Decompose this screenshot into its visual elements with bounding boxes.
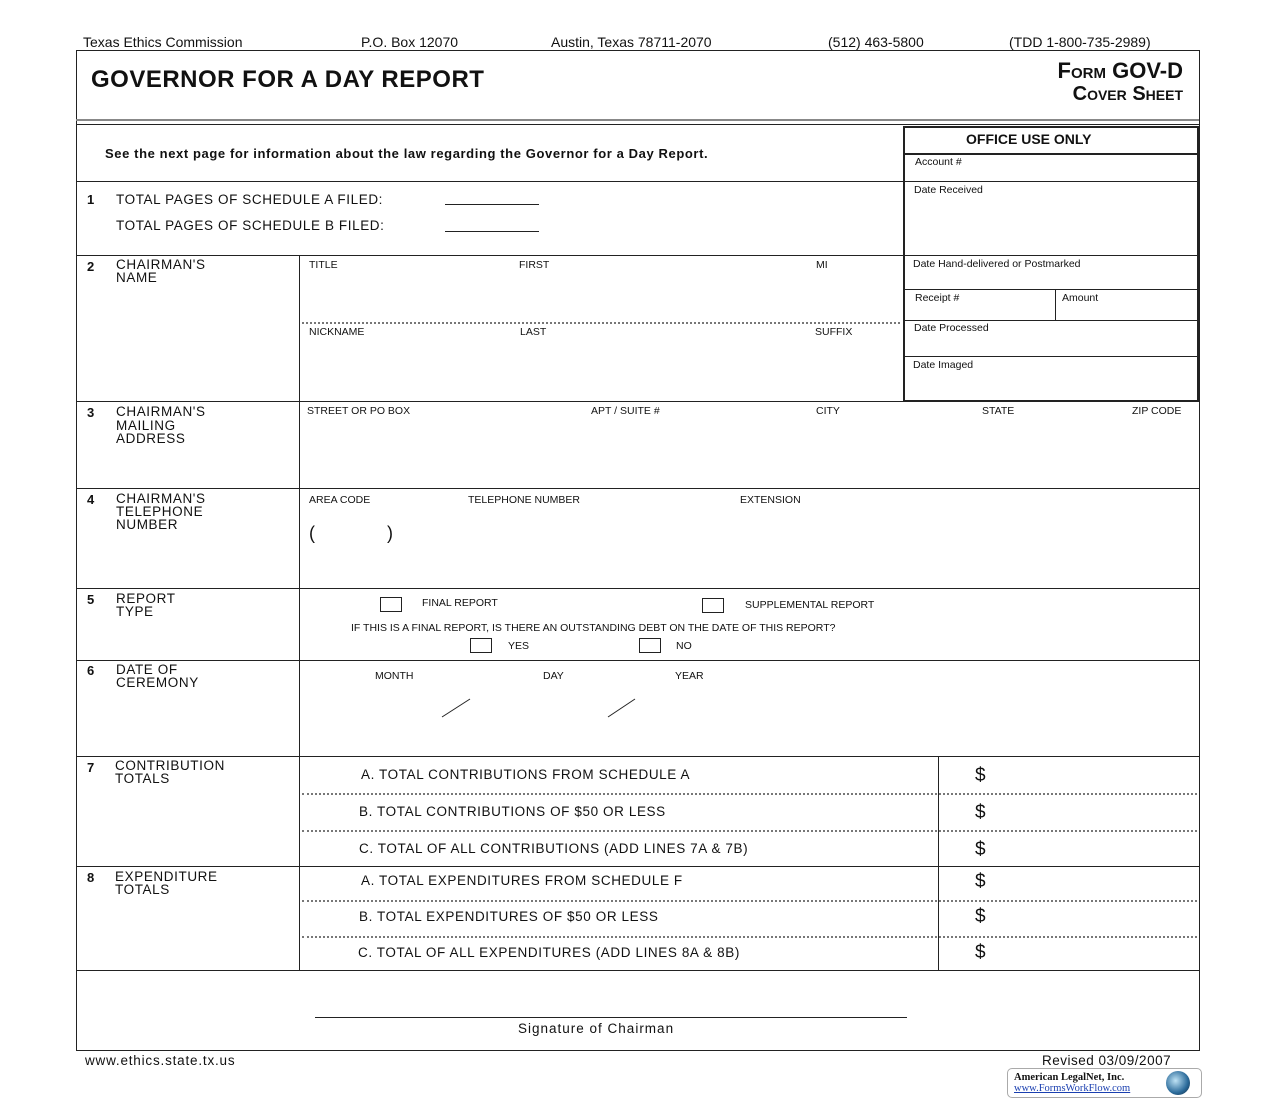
telephone-number-label: TELEPHONE NUMBER (468, 494, 581, 506)
amount-label: Amount (1062, 292, 1099, 304)
month-label: MONTH (375, 670, 414, 682)
page-title: GOVERNOR FOR A DAY REPORT (91, 66, 485, 93)
intro-text: See the next page for information about … (105, 146, 709, 161)
org-name: Texas Ethics Commission (83, 34, 243, 50)
telephone-label: CHAIRMAN'S TELEPHONE NUMBER (116, 491, 206, 532)
signature-line[interactable] (315, 1017, 907, 1018)
first-label: FIRST (519, 259, 550, 271)
form-frame (76, 50, 1200, 1051)
city-label: CITY (816, 405, 840, 417)
suffix-label: SUFFIX (815, 326, 853, 338)
account-label: Account # (915, 156, 962, 168)
city: Austin, Texas 78711-2070 (551, 34, 712, 50)
last-label: LAST (520, 326, 547, 338)
section-4-number: 4 (87, 492, 95, 507)
mailing-address-label: CHAIRMAN'S MAILING ADDRESS (116, 404, 206, 446)
supplemental-report-label: SUPPLEMENTAL REPORT (745, 599, 875, 611)
zip-label: ZIP CODE (1132, 405, 1182, 417)
yes-label: YES (508, 640, 530, 652)
section-7-number: 7 (87, 760, 95, 775)
legalnet-logo: American LegalNet, Inc. www.FormsWorkFlo… (1007, 1068, 1202, 1098)
debt-question: IF THIS IS A FINAL REPORT, IS THERE AN O… (351, 622, 836, 634)
section-8-number: 8 (87, 870, 95, 885)
chairman-name-label: CHAIRMAN'S NAME (116, 257, 206, 285)
schedule-a-pages-field[interactable] (445, 204, 539, 205)
section-5-number: 5 (87, 592, 95, 607)
final-report-checkbox[interactable] (380, 597, 402, 612)
year-label: YEAR (675, 670, 704, 682)
phone: (512) 463-5800 (828, 34, 924, 50)
day-label: DAY (543, 670, 564, 682)
expend-c-dollar: $ (975, 942, 986, 963)
date-processed-label: Date Processed (914, 322, 989, 334)
title-label: TITLE (309, 259, 338, 271)
contrib-a-label: A. TOTAL CONTRIBUTIONS FROM SCHEDULE A (361, 767, 691, 782)
contrib-c-dollar: $ (975, 839, 986, 860)
no-checkbox[interactable] (639, 638, 661, 653)
globe-icon (1166, 1071, 1190, 1095)
logo-name: American LegalNet, Inc. (1014, 1072, 1125, 1083)
date-slashes (441, 698, 636, 718)
expend-c-label: C. TOTAL OF ALL EXPENDITURES (ADD LINES … (358, 945, 740, 960)
form-id: Form GOV-D (1057, 58, 1183, 83)
paren-close: ) (387, 523, 393, 543)
state-label: STATE (982, 405, 1015, 417)
nickname-label: NICKNAME (309, 326, 365, 338)
date-imaged-label: Date Imaged (913, 359, 974, 371)
no-label: NO (676, 640, 692, 652)
date-of-ceremony-label: DATE OF CEREMONY (116, 662, 199, 690)
receipt-label: Receipt # (915, 292, 960, 304)
section-1-number: 1 (87, 192, 95, 207)
contrib-c-label: C. TOTAL OF ALL CONTRIBUTIONS (ADD LINES… (359, 841, 749, 856)
form-subtitle: Cover Sheet (1072, 83, 1183, 105)
extension-label: EXTENSION (740, 494, 801, 506)
area-code-label: AREA CODE (309, 494, 371, 506)
supplemental-report-checkbox[interactable] (702, 598, 724, 613)
contrib-b-label: B. TOTAL CONTRIBUTIONS OF $50 OR LESS (359, 804, 666, 819)
final-report-label: FINAL REPORT (422, 597, 498, 609)
report-type-label: REPORT TYPE (116, 591, 176, 619)
contrib-a-dollar: $ (975, 765, 986, 786)
date-received-label: Date Received (914, 184, 983, 196)
expend-a-label: A. TOTAL EXPENDITURES FROM SCHEDULE F (361, 873, 683, 888)
contrib-b-dollar: $ (975, 802, 986, 823)
office-use-title: OFFICE USE ONLY (966, 131, 1092, 147)
apt-label: APT / SUITE # (591, 405, 660, 417)
expenditure-totals-label: EXPENDITURE TOTALS (115, 869, 218, 897)
schedule-a-pages-label: TOTAL PAGES OF SCHEDULE A FILED: (116, 192, 384, 207)
section-6-number: 6 (87, 663, 95, 678)
tdd: (TDD 1-800-735-2989) (1009, 34, 1151, 50)
expend-a-dollar: $ (975, 871, 986, 892)
logo-url[interactable]: www.FormsWorkFlow.com (1014, 1083, 1131, 1094)
po-box: P.O. Box 12070 (361, 34, 459, 50)
schedule-b-pages-label: TOTAL PAGES OF SCHEDULE B FILED: (116, 218, 385, 233)
mi-label: MI (816, 259, 828, 271)
revised-date: Revised 03/09/2007 (1042, 1053, 1172, 1068)
yes-checkbox[interactable] (470, 638, 492, 653)
section-3-number: 3 (87, 405, 95, 420)
street-label: STREET OR PO BOX (307, 405, 411, 417)
footer-url: www.ethics.state.tx.us (85, 1053, 236, 1068)
expend-b-dollar: $ (975, 906, 986, 927)
signature-label: Signature of Chairman (518, 1021, 675, 1036)
contribution-totals-label: CONTRIBUTION TOTALS (115, 758, 225, 786)
expend-b-label: B. TOTAL EXPENDITURES OF $50 OR LESS (359, 909, 659, 924)
date-hand-label: Date Hand-delivered or Postmarked (913, 258, 1081, 270)
section-2-number: 2 (87, 259, 95, 274)
schedule-b-pages-field[interactable] (445, 231, 539, 232)
paren-open: ( (309, 523, 315, 543)
